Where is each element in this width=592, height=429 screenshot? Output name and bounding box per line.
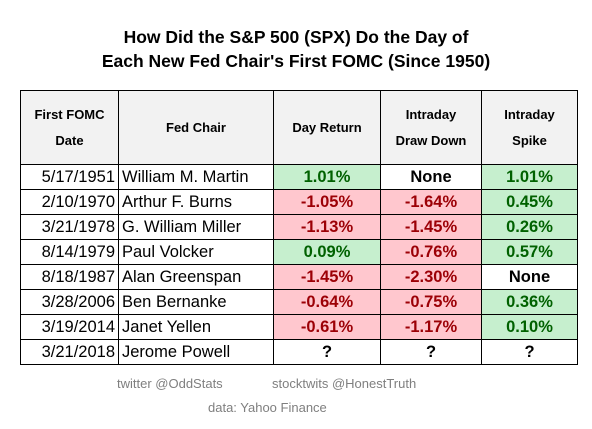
table-row: 3/21/2018 Jerome Powell???: [20, 339, 578, 365]
cell-date: 5/17/1951: [20, 164, 119, 190]
chart-title-line-1: How Did the S&P 500 (SPX) Do the Day of: [123, 27, 469, 47]
cell-fed-chair: Paul Volcker: [118, 239, 274, 265]
cell-spike: None: [481, 264, 578, 290]
cell-date: 8/14/1979: [20, 239, 119, 265]
cell-fed-chair: Janet Yellen: [118, 314, 274, 340]
table-row: 8/14/1979 Paul Volcker 0.09% -0.76% 0.57%: [20, 239, 578, 265]
table-row: 3/21/1978 G. William Miller -1.13% -1.45% 0.…: [20, 214, 578, 240]
footer-source: data: Yahoo Finance: [208, 400, 327, 415]
table-row: 5/17/1951 William M. Martin 1.01% None 1.01%: [20, 164, 578, 190]
cell-spike: 0.57%: [481, 239, 578, 265]
cell-day-return: ?: [273, 339, 381, 365]
cell-spike: 0.45%: [481, 189, 578, 215]
table-header-row: First FOMC Date Fed Chair Day Return Intr…: [20, 90, 578, 165]
cell-draw-down: -1.45%: [380, 214, 482, 240]
cell-fed-chair: Jerome Powell: [118, 339, 274, 365]
cell-draw-down: -1.64%: [380, 189, 482, 215]
cell-draw-down: -0.76%: [380, 239, 482, 265]
header-intraday-spike: Intraday Spike: [481, 90, 578, 165]
cell-fed-chair: Arthur F. Burns: [118, 189, 274, 215]
cell-spike: 0.26%: [481, 214, 578, 240]
cell-fed-chair: William M. Martin: [118, 164, 274, 190]
table-row: 3/28/2006 Ben Bernanke -0.64% -0.75% 0.36%: [20, 289, 578, 315]
cell-date: 3/21/1978: [20, 214, 119, 240]
header-date: First FOMC Date: [20, 90, 119, 165]
cell-draw-down: -2.30%: [380, 264, 482, 290]
table-row: 3/19/2014 Janet Yellen -0.61% -1.17% 0.10%: [20, 314, 578, 340]
header-day-return: Day Return: [273, 90, 381, 165]
cell-day-return: -1.05%: [273, 189, 381, 215]
cell-draw-down: -0.75%: [380, 289, 482, 315]
header-intraday-draw-down: Intraday Draw Down: [380, 90, 482, 165]
cell-fed-chair: Alan Greenspan: [118, 264, 274, 290]
footer-twitter: twitter @OddStats: [117, 376, 223, 391]
cell-fed-chair: Ben Bernanke: [118, 289, 274, 315]
cell-spike: ?: [481, 339, 578, 365]
cell-day-return: -0.61%: [273, 314, 381, 340]
cell-day-return: 0.09%: [273, 239, 381, 265]
footer-stocktwits: stocktwits @HonestTruth: [272, 376, 417, 391]
header-fed-chair: Fed Chair: [118, 90, 274, 165]
cell-day-return: -1.13%: [273, 214, 381, 240]
chart-title-line-2: Each New Fed Chair's First FOMC (Since 1…: [101, 51, 491, 71]
cell-day-return: 1.01%: [273, 164, 381, 190]
cell-day-return: -0.64%: [273, 289, 381, 315]
cell-date: 2/10/1970: [20, 189, 119, 215]
table-row: 2/10/1970 Arthur F. Burns -1.05% -1.64% 0.45…: [20, 189, 578, 215]
cell-date: 8/18/1987: [20, 264, 119, 290]
cell-date: 3/28/2006: [20, 289, 119, 315]
cell-spike: 1.01%: [481, 164, 578, 190]
cell-date: 3/21/2018: [20, 339, 119, 365]
cell-draw-down: ?: [380, 339, 482, 365]
cell-spike: 0.36%: [481, 289, 578, 315]
cell-spike: 0.10%: [481, 314, 578, 340]
fomc-table: First FOMC Date Fed Chair Day Return Intr…: [20, 90, 578, 365]
cell-draw-down: None: [380, 164, 482, 190]
table-row: 8/18/1987 Alan Greenspan -1.45% -2.30% None: [20, 264, 578, 290]
cell-date: 3/19/2014: [20, 314, 119, 340]
cell-draw-down: -1.17%: [380, 314, 482, 340]
cell-fed-chair: G. William Miller: [118, 214, 274, 240]
cell-day-return: -1.45%: [273, 264, 381, 290]
